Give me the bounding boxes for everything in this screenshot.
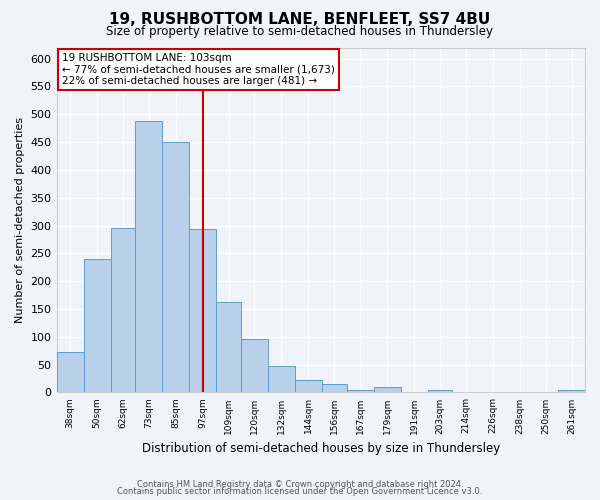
Text: Size of property relative to semi-detached houses in Thundersley: Size of property relative to semi-detach… bbox=[107, 25, 493, 38]
Bar bbox=[347, 390, 374, 392]
Bar bbox=[268, 366, 295, 392]
Bar bbox=[322, 384, 347, 392]
Bar bbox=[162, 142, 189, 393]
Bar bbox=[110, 228, 135, 392]
Bar bbox=[428, 390, 452, 392]
Text: Contains public sector information licensed under the Open Government Licence v3: Contains public sector information licen… bbox=[118, 487, 482, 496]
Bar bbox=[135, 122, 162, 392]
Bar bbox=[83, 259, 110, 392]
X-axis label: Distribution of semi-detached houses by size in Thundersley: Distribution of semi-detached houses by … bbox=[142, 442, 500, 455]
Bar bbox=[189, 230, 216, 392]
Bar bbox=[374, 387, 401, 392]
Text: 19 RUSHBOTTOM LANE: 103sqm
← 77% of semi-detached houses are smaller (1,673)
22%: 19 RUSHBOTTOM LANE: 103sqm ← 77% of semi… bbox=[62, 52, 335, 86]
Bar bbox=[558, 390, 585, 392]
Bar bbox=[216, 302, 241, 392]
Bar bbox=[241, 339, 268, 392]
Y-axis label: Number of semi-detached properties: Number of semi-detached properties bbox=[15, 117, 25, 323]
Bar bbox=[295, 380, 322, 392]
Text: Contains HM Land Registry data © Crown copyright and database right 2024.: Contains HM Land Registry data © Crown c… bbox=[137, 480, 463, 489]
Bar bbox=[56, 352, 83, 393]
Text: 19, RUSHBOTTOM LANE, BENFLEET, SS7 4BU: 19, RUSHBOTTOM LANE, BENFLEET, SS7 4BU bbox=[109, 12, 491, 28]
